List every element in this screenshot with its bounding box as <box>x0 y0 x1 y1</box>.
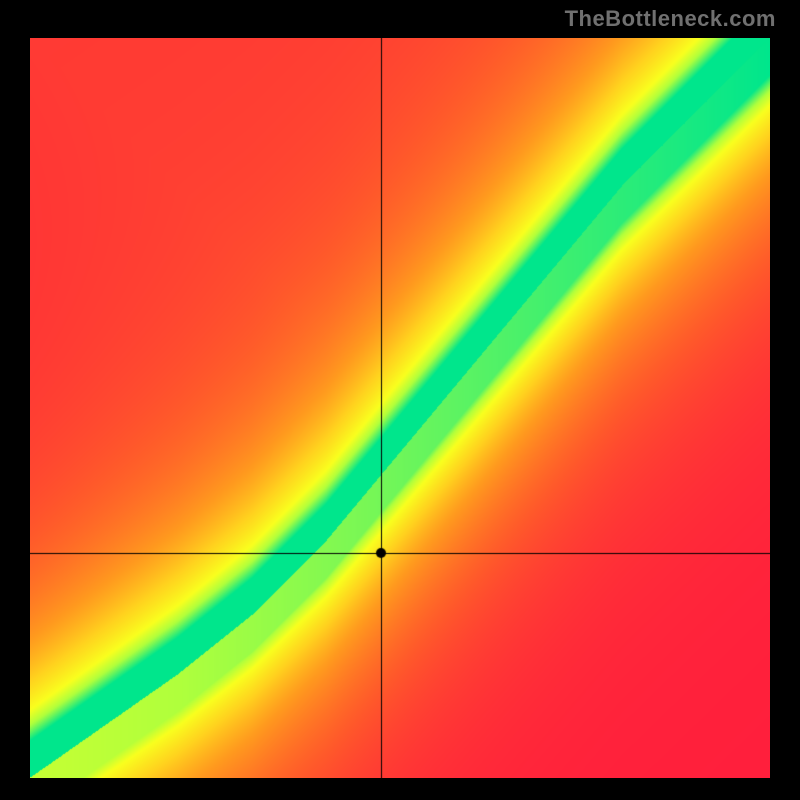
watermark-text: TheBottleneck.com <box>565 6 776 32</box>
bottleneck-heatmap <box>30 38 770 778</box>
heatmap-canvas <box>30 38 770 778</box>
